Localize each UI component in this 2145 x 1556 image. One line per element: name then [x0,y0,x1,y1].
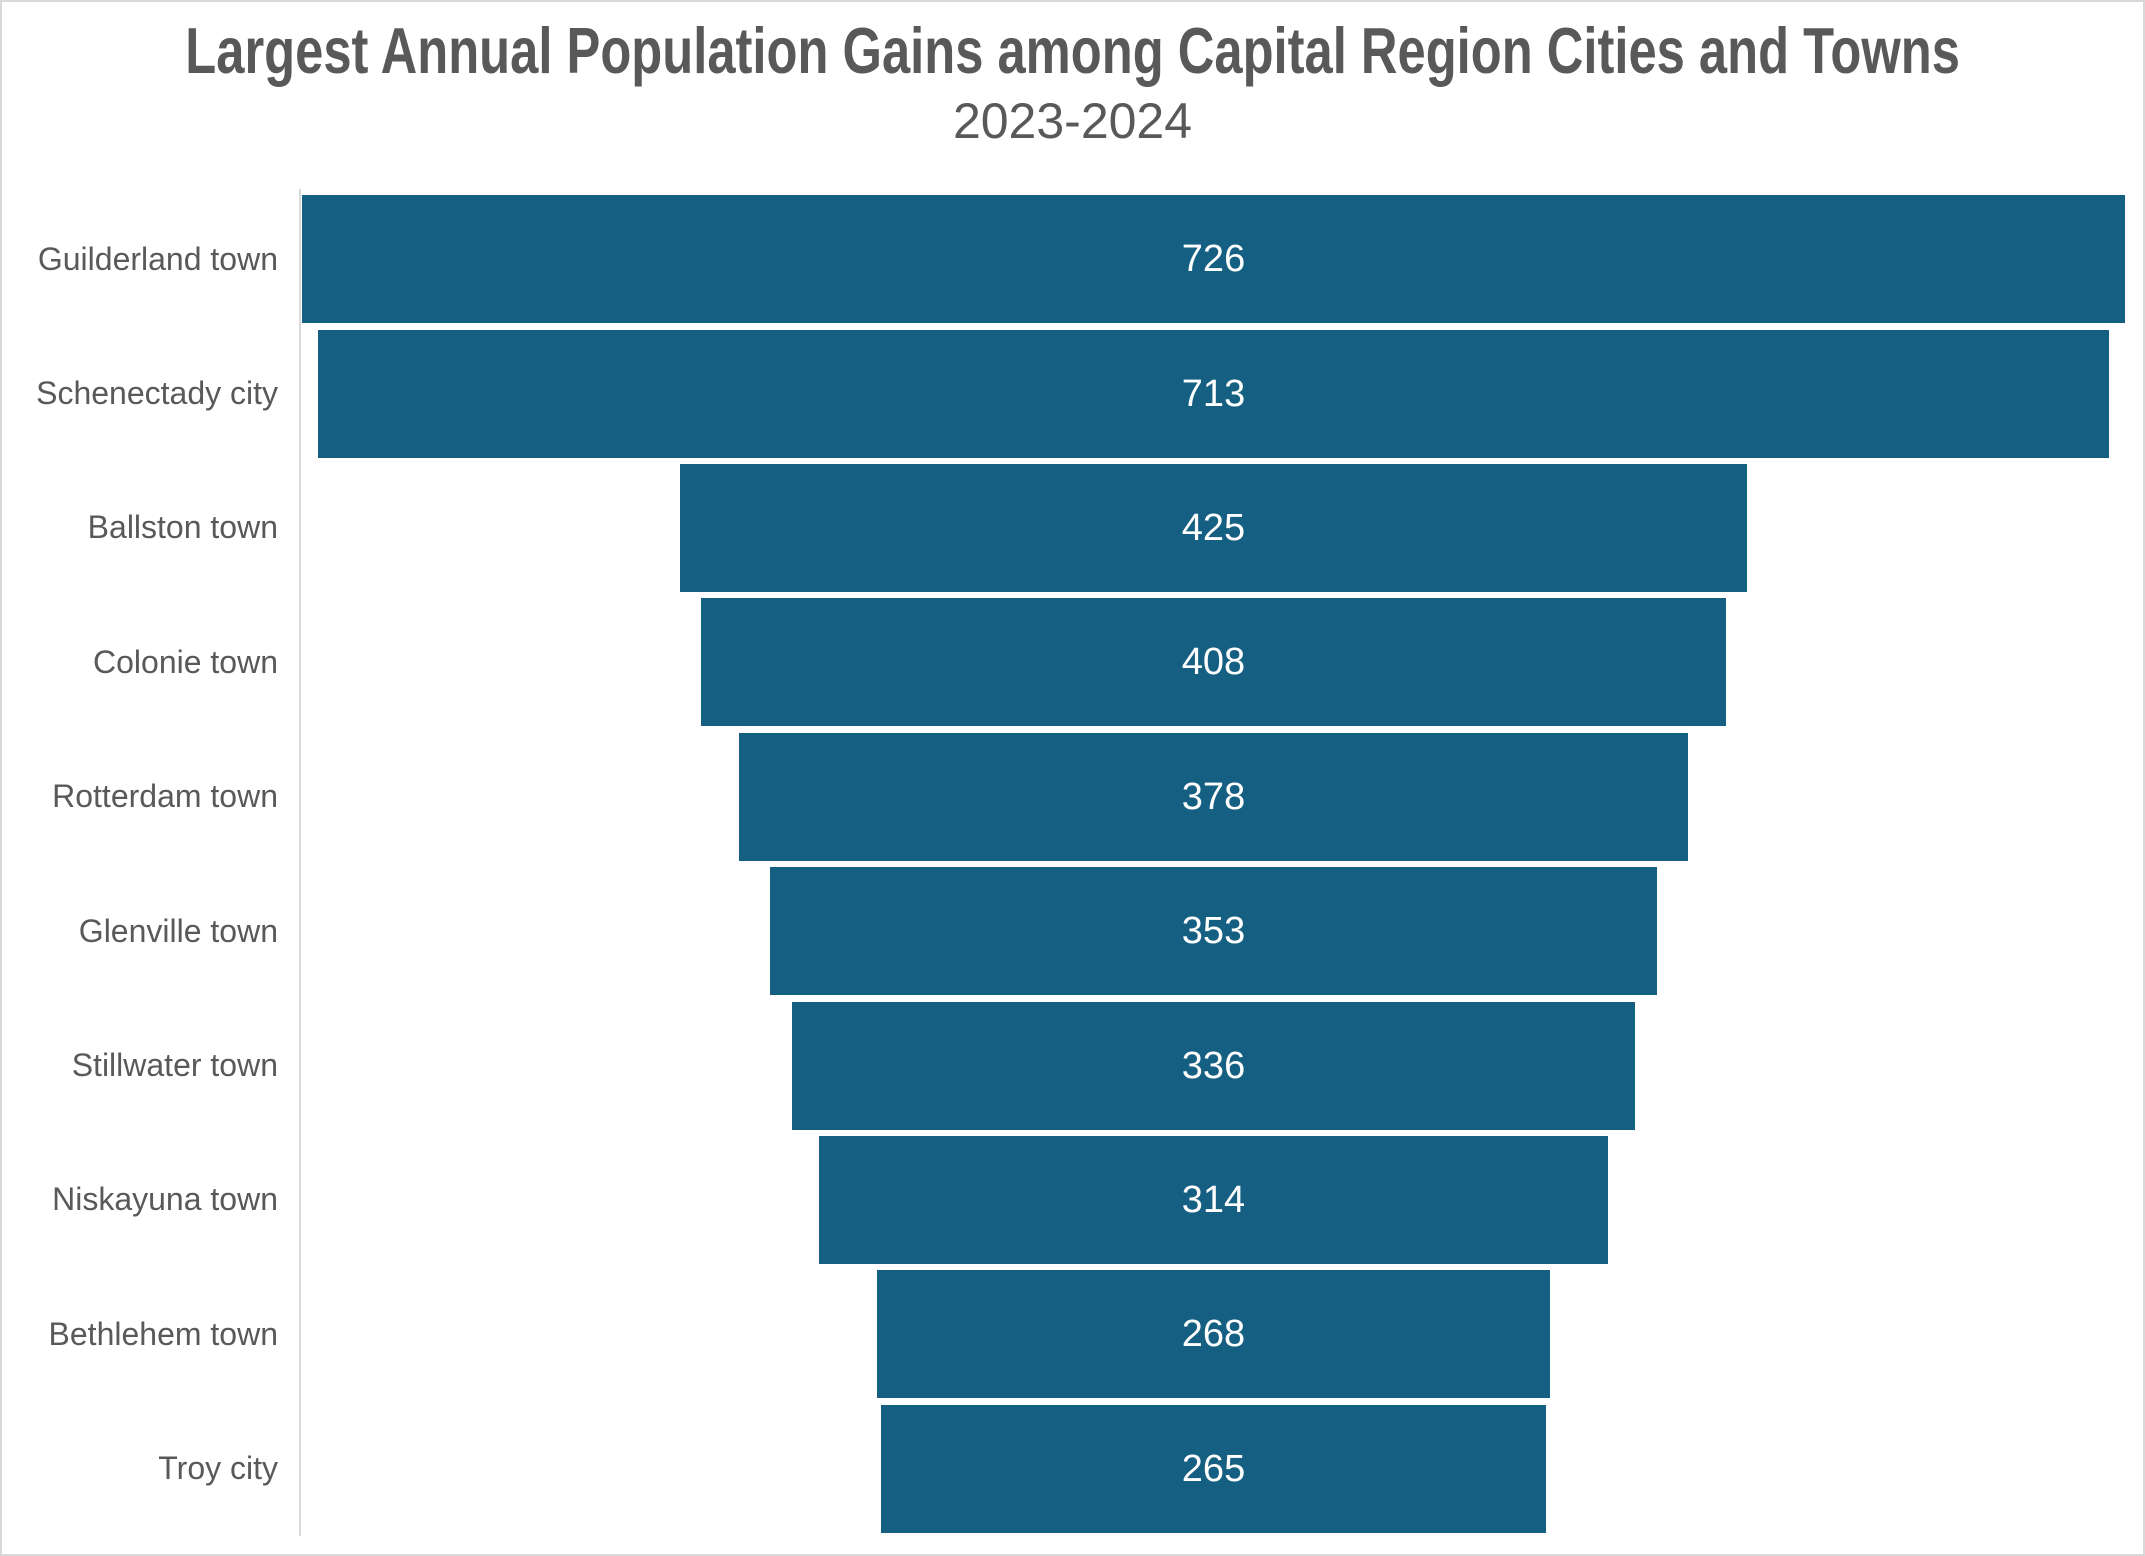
bar-value-label: 314 [1181,1178,1246,1221]
bar-value-label: 265 [1181,1447,1246,1490]
bar-row: 265 [302,1402,2125,1536]
bar-value-label: 353 [1181,910,1246,953]
chart-header: Largest Annual Population Gains among Ca… [2,2,2143,150]
bar-value-label: 378 [1181,775,1246,818]
plot-area: Guilderland town Schenectady city Ballston… [2,189,2143,1536]
funnel-bar: 314 [819,1135,1608,1264]
category-label: Guilderland town [37,240,278,277]
bar-value-label: 726 [1181,238,1246,281]
bar-row: 425 [302,461,2125,595]
category-label: Schenectady city [36,375,278,412]
funnel-bar: 378 [738,732,1689,861]
category-label: Rotterdam town [52,778,278,815]
category-label: Bethlehem town [48,1315,278,1352]
category-label: Troy city [158,1450,278,1487]
bar-row: 268 [302,1267,2125,1401]
chart-title: Largest Annual Population Gains among Ca… [185,14,1960,87]
bar-row: 713 [302,326,2125,460]
category-axis-line [299,189,301,1536]
bar-row: 726 [302,192,2125,326]
bar-value-label: 408 [1181,641,1246,684]
funnel-bar: 713 [318,329,2109,458]
category-label: Niskayuna town [52,1181,278,1218]
bar-value-label: 268 [1181,1313,1246,1356]
bar-row: 378 [302,730,2125,864]
chart-subtitle: 2023-2024 [952,93,1193,149]
bar-value-label: 336 [1181,1044,1246,1087]
bar-value-label: 425 [1181,506,1246,549]
funnel-bar: 268 [877,1270,1550,1399]
category-label: Ballston town [87,509,278,546]
category-label: Colonie town [93,643,278,680]
funnel-bar: 726 [302,195,2125,324]
funnel-bar: 353 [770,867,1657,996]
bar-row: 353 [302,864,2125,998]
bar-row: 336 [302,998,2125,1132]
category-label: Stillwater town [71,1047,278,1084]
bars-region: 726 713 425 408 378 353 336 314 268 265 [302,192,2125,1536]
bar-row: 408 [302,595,2125,729]
funnel-bar: 336 [791,1001,1636,1130]
category-label: Glenville town [78,912,278,949]
funnel-bar: 265 [880,1404,1547,1533]
bar-value-label: 713 [1181,372,1246,415]
funnel-bar: 408 [701,598,1726,727]
funnel-bar: 425 [679,463,1748,592]
category-axis: Guilderland town Schenectady city Ballston… [2,192,300,1536]
bar-row: 314 [302,1133,2125,1267]
